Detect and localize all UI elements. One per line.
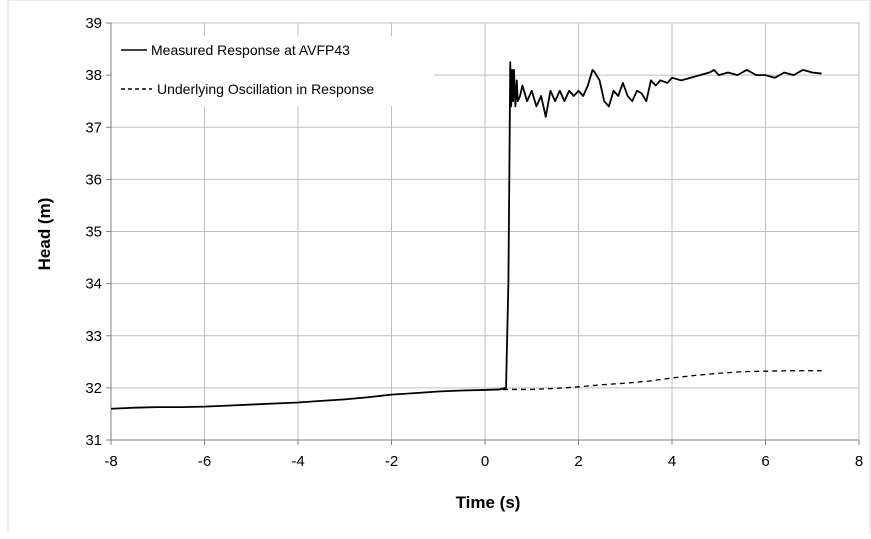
legend-background — [112, 36, 434, 106]
x-tick-label: -8 — [104, 453, 117, 470]
legend: Measured Response at AVFP43 Underlying O… — [112, 36, 434, 106]
x-tick-label: 4 — [668, 453, 676, 470]
x-tick-label: -2 — [385, 453, 398, 470]
series-line-measured — [110, 61, 822, 410]
y-tick-label: 32 — [85, 380, 102, 397]
x-tick-label: -4 — [291, 453, 304, 470]
x-tick-label: 2 — [574, 453, 582, 470]
legend-label-underlying: Underlying Oscillation in Response — [157, 81, 374, 97]
y-tick-label: 35 — [85, 224, 102, 241]
y-tick-label: 39 — [85, 15, 102, 32]
y-tick-label: 33 — [85, 328, 102, 345]
legend-label-measured: Measured Response at AVFP43 — [151, 42, 350, 58]
x-tick-label: -6 — [198, 453, 211, 470]
y-tick-label: 31 — [85, 432, 102, 449]
y-axis-title: Head (m) — [35, 198, 54, 271]
y-tick-label: 37 — [85, 119, 102, 136]
tick-labels: -8 -6 -4 -2 0 2 4 6 8 31 32 33 34 35 36 37 38 39 — [85, 15, 863, 470]
x-tick-label: 6 — [761, 453, 769, 470]
series-line-underlying — [484, 370, 822, 391]
x-tick-label: 8 — [855, 453, 863, 470]
axes — [106, 22, 860, 445]
y-tick-label: 34 — [85, 276, 102, 293]
x-axis-title: Time (s) — [456, 493, 521, 512]
y-tick-label: 36 — [85, 171, 102, 188]
series-layer — [110, 61, 822, 410]
x-tick-label: 0 — [481, 453, 489, 470]
y-tick-label: 38 — [85, 67, 102, 84]
